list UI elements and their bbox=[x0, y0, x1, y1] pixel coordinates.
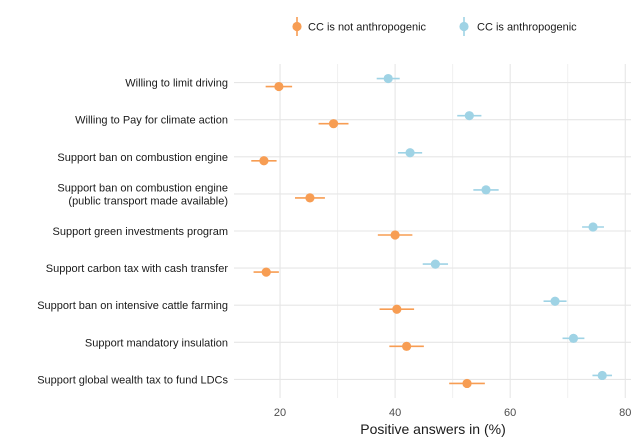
point-cc-is-anthropogenic bbox=[383, 73, 393, 84]
x-tick-label: 60 bbox=[504, 407, 516, 419]
point-cc-is-not-anthropogenic bbox=[402, 341, 412, 351]
point-cc-is-anthropogenic bbox=[588, 222, 598, 232]
point-cc-is-anthropogenic bbox=[597, 370, 607, 381]
category-label: (public transport made available) bbox=[68, 195, 228, 207]
x-tick-label: 40 bbox=[389, 407, 401, 419]
point-cc-is-not-anthropogenic bbox=[392, 304, 402, 314]
category-label: Support ban on combustion engine bbox=[57, 152, 228, 164]
point-cc-is-not-anthropogenic bbox=[259, 156, 269, 166]
point-cc-is-not-anthropogenic bbox=[390, 230, 400, 240]
point-cc-is-not-anthropogenic bbox=[462, 378, 472, 389]
legend-key-point bbox=[459, 21, 469, 32]
point-cc-is-anthropogenic bbox=[481, 185, 491, 195]
point-cc-is-not-anthropogenic bbox=[274, 81, 284, 92]
x-tick-labels: 20 40 60 80 bbox=[274, 407, 631, 419]
category-label: Willing to limit driving bbox=[125, 78, 228, 90]
point-cc-is-anthropogenic bbox=[405, 148, 415, 158]
category-label: Support global wealth tax to fund LDCs bbox=[37, 374, 228, 386]
category-label: Support ban on intensive cattle farming bbox=[37, 300, 228, 312]
x-tick-label: 80 bbox=[619, 407, 631, 419]
legend-key-point bbox=[292, 21, 302, 32]
legend-item-cc-is-anthropogenic: CC is anthropogenic bbox=[459, 17, 577, 36]
legend-label: CC is anthropogenic bbox=[477, 22, 577, 34]
point-cc-is-anthropogenic bbox=[568, 333, 579, 343]
category-label: Support green investments program bbox=[53, 226, 228, 238]
point-cc-is-not-anthropogenic bbox=[261, 267, 271, 277]
point-cc-is-not-anthropogenic bbox=[328, 119, 339, 129]
category-label: Support carbon tax with cash transfer bbox=[46, 263, 229, 275]
category-label: Support ban on combustion engine bbox=[57, 182, 228, 194]
point-cc-is-anthropogenic bbox=[550, 296, 560, 306]
data-marks bbox=[251, 73, 613, 389]
category-label: Willing to Pay for climate action bbox=[75, 115, 228, 127]
point-cc-is-not-anthropogenic bbox=[305, 193, 315, 203]
category-labels: Willing to limit driving Willing to Pay f… bbox=[37, 78, 228, 387]
legend: CC is not anthropogenic CC is anthropogen… bbox=[292, 17, 577, 36]
category-label: Support mandatory insulation bbox=[85, 337, 228, 349]
x-tick-label: 20 bbox=[274, 407, 286, 419]
point-cc-is-anthropogenic bbox=[464, 111, 474, 121]
legend-item-cc-is-not-anthropogenic: CC is not anthropogenic bbox=[292, 17, 427, 36]
x-axis-title: Positive answers in (%) bbox=[360, 421, 506, 437]
point-cc-is-anthropogenic bbox=[430, 259, 440, 269]
legend-label: CC is not anthropogenic bbox=[308, 22, 427, 34]
grid bbox=[234, 64, 631, 398]
